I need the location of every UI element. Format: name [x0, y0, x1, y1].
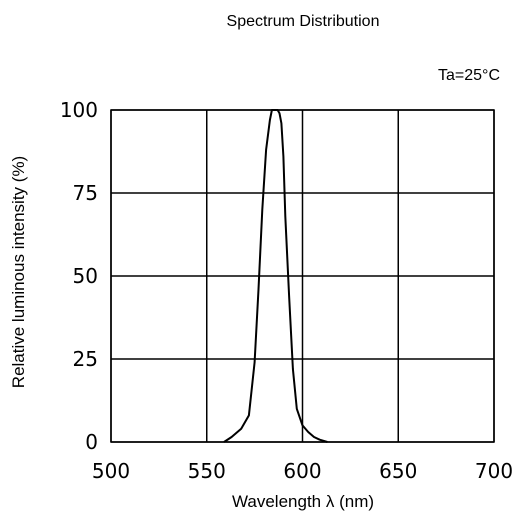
grid-lines — [110, 109, 495, 443]
series-group — [223, 109, 328, 443]
x-tick-label: 650 — [379, 459, 417, 483]
y-tick-label: 0 — [85, 430, 98, 454]
x-tick-label: 500 — [92, 459, 130, 483]
chart-title: Spectrum Distribution — [227, 13, 380, 30]
y-axis-label: Relative luminous intensity (%) — [9, 156, 28, 388]
plot-area — [110, 109, 495, 443]
x-tick-label: 700 — [475, 459, 513, 483]
x-tick-label: 600 — [283, 459, 321, 483]
y-tick-label: 25 — [73, 347, 98, 371]
x-tick-label: 550 — [188, 459, 226, 483]
temperature-annotation: Ta=25°C — [438, 67, 500, 84]
y-tick-labels: 0 25 50 75 100 — [60, 98, 98, 454]
y-tick-label: 50 — [73, 264, 98, 288]
y-tick-label: 75 — [73, 181, 98, 205]
spectrum-curve — [223, 109, 328, 443]
y-tick-label: 100 — [60, 98, 98, 122]
x-tick-labels: 500 550 600 650 700 — [92, 459, 513, 483]
x-axis-label: Wavelength λ (nm) — [232, 492, 374, 511]
